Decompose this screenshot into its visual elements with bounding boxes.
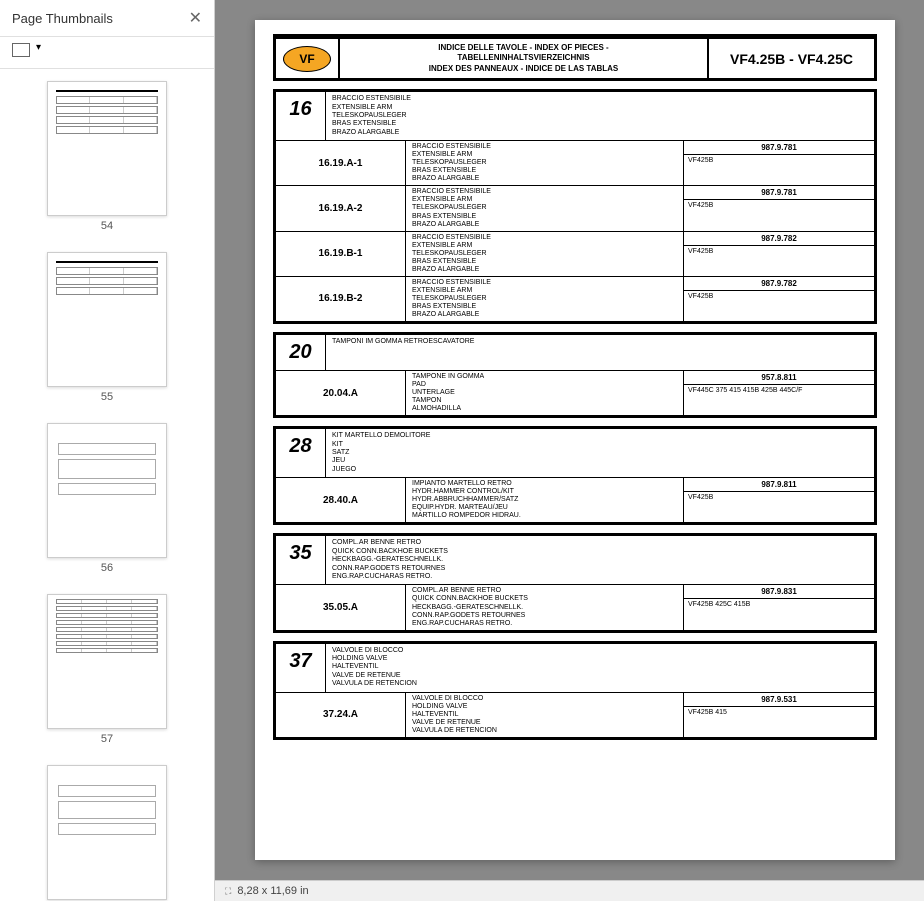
part-id: 16.19.B-1 [276, 232, 406, 276]
page-dimensions: 8,28 x 11,69 in [237, 885, 308, 897]
section-number: 20 [276, 335, 326, 370]
expand-icon[interactable]: ⛶ [225, 886, 231, 897]
part-number: 987.9.531 [684, 693, 874, 707]
part-number: 957.8.811 [684, 371, 874, 385]
part-right: 987.9.782VF425B [684, 232, 874, 276]
part-number: 987.9.811 [684, 478, 874, 492]
document-page: VF INDICE DELLE TAVOLE - INDEX OF PIECES… [255, 20, 895, 860]
section-number: 35 [276, 536, 326, 584]
sections-container: 16BRACCIO ESTENSIBILEEXTENSIBLE ARMTELES… [273, 89, 877, 740]
sidebar-header: Page Thumbnails ✕ [0, 0, 214, 37]
part-number: 987.9.781 [684, 186, 874, 200]
section-description: COMPL.AR BENNE RETROQUICK CONN.BACKHOE B… [326, 536, 874, 584]
part-id: 28.40.A [276, 478, 406, 522]
main-view: VF INDICE DELLE TAVOLE - INDEX OF PIECES… [215, 0, 924, 901]
section-head: 28KIT MARTELLO DEMOLITOREKITSATZJEUJUEGO [276, 429, 874, 478]
view-options-icon[interactable] [12, 43, 30, 57]
vf-logo: VF [283, 46, 331, 72]
part-model: VF425B [684, 291, 874, 321]
thumbnails-sidebar: Page Thumbnails ✕ 54 55 56 57 58 [0, 0, 215, 901]
section-35: 35COMPL.AR BENNE RETROQUICK CONN.BACKHOE… [273, 533, 877, 632]
part-right: 987.9.781VF425B [684, 141, 874, 185]
sidebar-title: Page Thumbnails [12, 11, 113, 26]
section-description: KIT MARTELLO DEMOLITOREKITSATZJEUJUEGO [326, 429, 874, 477]
part-description: VALVOLE DI BLOCCOHOLDING VALVEHALTEVENTI… [406, 693, 684, 737]
section-37: 37VALVOLE DI BLOCCOHOLDING VALVEHALTEVEN… [273, 641, 877, 740]
part-number: 987.9.782 [684, 277, 874, 291]
model-code: VF4.25B - VF4.25C [709, 39, 874, 78]
thumbnail-list[interactable]: 54 55 56 57 58 [0, 69, 214, 901]
section-16: 16BRACCIO ESTENSIBILEEXTENSIBLE ARMTELES… [273, 89, 877, 324]
part-right: 987.9.831VF425B 425C 415B [684, 585, 874, 629]
part-id: 37.24.A [276, 693, 406, 737]
page-header: VF INDICE DELLE TAVOLE - INDEX OF PIECES… [273, 34, 877, 81]
part-description: IMPIANTO MARTELLO RETROHYDR.HAMMER CONTR… [406, 478, 684, 522]
part-model: VF425B [684, 155, 874, 185]
part-right: 987.9.811VF425B [684, 478, 874, 522]
part-description: COMPL.AR BENNE RETROQUICK CONN.BACKHOE B… [406, 585, 684, 629]
part-description: BRACCIO ESTENSIBILEEXTENSIBLE ARMTELESKO… [406, 186, 684, 230]
part-row: 28.40.AIMPIANTO MARTELLO RETROHYDR.HAMME… [276, 478, 874, 522]
part-model: VF425B [684, 492, 874, 522]
part-row: 16.19.B-1BRACCIO ESTENSIBILEEXTENSIBLE A… [276, 232, 874, 277]
section-20: 20TAMPONI IM GOMMA RETROESCAVATORE20.04.… [273, 332, 877, 418]
document-area[interactable]: VF INDICE DELLE TAVOLE - INDEX OF PIECES… [215, 0, 924, 880]
section-description: TAMPONI IM GOMMA RETROESCAVATORE [326, 335, 874, 370]
thumbnail-56[interactable]: 56 [12, 423, 202, 574]
part-id: 16.19.A-1 [276, 141, 406, 185]
thumbnail-57[interactable]: 57 [12, 594, 202, 745]
logo-cell: VF [276, 39, 338, 78]
part-description: BRACCIO ESTENSIBILEEXTENSIBLE ARMTELESKO… [406, 232, 684, 276]
thumbnail-54[interactable]: 54 [12, 81, 202, 232]
part-model: VF425B 425C 415B [684, 599, 874, 629]
thumb-label: 55 [12, 391, 202, 403]
status-bar: ⛶ 8,28 x 11,69 in [215, 880, 924, 901]
section-head: 35COMPL.AR BENNE RETROQUICK CONN.BACKHOE… [276, 536, 874, 585]
section-head: 37VALVOLE DI BLOCCOHOLDING VALVEHALTEVEN… [276, 644, 874, 693]
part-row: 16.19.B-2BRACCIO ESTENSIBILEEXTENSIBLE A… [276, 277, 874, 321]
part-id: 35.05.A [276, 585, 406, 629]
part-id: 16.19.A-2 [276, 186, 406, 230]
part-row: 16.19.A-1BRACCIO ESTENSIBILEEXTENSIBLE A… [276, 141, 874, 186]
part-description: TAMPONE IN GOMMAPADUNTERLAGETAMPONALMOHA… [406, 371, 684, 415]
part-number: 987.9.831 [684, 585, 874, 599]
sidebar-toolbar [0, 37, 214, 69]
part-row: 37.24.AVALVOLE DI BLOCCOHOLDING VALVEHAL… [276, 693, 874, 737]
section-28: 28KIT MARTELLO DEMOLITOREKITSATZJEUJUEGO… [273, 426, 877, 525]
part-row: 20.04.ATAMPONE IN GOMMAPADUNTERLAGETAMPO… [276, 371, 874, 415]
part-id: 16.19.B-2 [276, 277, 406, 321]
thumbnail-58[interactable]: 58 [12, 765, 202, 901]
part-description: BRACCIO ESTENSIBILEEXTENSIBLE ARMTELESKO… [406, 277, 684, 321]
part-model: VF445C 375 415 415B 425B 445C/F [684, 385, 874, 415]
part-id: 20.04.A [276, 371, 406, 415]
part-right: 987.9.782VF425B [684, 277, 874, 321]
title-line-2: TABELLENINHALTSVIERZEICHNIS [344, 53, 703, 63]
thumb-label: 57 [12, 733, 202, 745]
part-number: 987.9.782 [684, 232, 874, 246]
section-number: 28 [276, 429, 326, 477]
part-row: 35.05.ACOMPL.AR BENNE RETROQUICK CONN.BA… [276, 585, 874, 629]
thumbnail-55[interactable]: 55 [12, 252, 202, 403]
part-model: VF425B 415 [684, 707, 874, 737]
section-head: 16BRACCIO ESTENSIBILEEXTENSIBLE ARMTELES… [276, 92, 874, 141]
part-description: BRACCIO ESTENSIBILEEXTENSIBLE ARMTELESKO… [406, 141, 684, 185]
close-sidebar-button[interactable]: ✕ [189, 8, 202, 28]
section-number: 37 [276, 644, 326, 692]
part-row: 16.19.A-2BRACCIO ESTENSIBILEEXTENSIBLE A… [276, 186, 874, 231]
section-head: 20TAMPONI IM GOMMA RETROESCAVATORE [276, 335, 874, 371]
part-model: VF425B [684, 246, 874, 276]
header-title: INDICE DELLE TAVOLE - INDEX OF PIECES - … [338, 39, 709, 78]
part-right: 987.9.781VF425B [684, 186, 874, 230]
part-right: 957.8.811VF445C 375 415 415B 425B 445C/F [684, 371, 874, 415]
thumb-label: 54 [12, 220, 202, 232]
title-line-3: INDEX DES PANNEAUX - INDICE DE LAS TABLA… [344, 64, 703, 74]
section-description: BRACCIO ESTENSIBILEEXTENSIBLE ARMTELESKO… [326, 92, 874, 140]
thumb-label: 56 [12, 562, 202, 574]
part-model: VF425B [684, 200, 874, 230]
title-line-1: INDICE DELLE TAVOLE - INDEX OF PIECES - [344, 43, 703, 53]
section-number: 16 [276, 92, 326, 140]
part-number: 987.9.781 [684, 141, 874, 155]
section-description: VALVOLE DI BLOCCOHOLDING VALVEHALTEVENTI… [326, 644, 874, 692]
part-right: 987.9.531VF425B 415 [684, 693, 874, 737]
